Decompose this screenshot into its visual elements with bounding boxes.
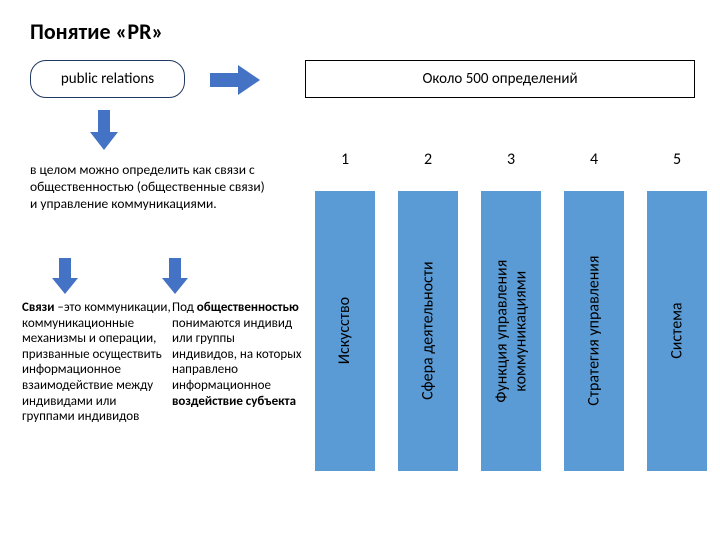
bold-text: воздействие субъекта (172, 394, 296, 409)
column-label: Сфера деятельности (418, 262, 437, 401)
arrow-down-icon (90, 110, 118, 155)
column-bar: Система (647, 191, 707, 471)
column-number: 5 (647, 150, 707, 169)
column-bar: Сфера деятельности (398, 191, 458, 471)
text: –это коммуникации, коммуникационные меха… (22, 300, 171, 424)
column-bar: Стратегия управления (564, 191, 624, 471)
public-paragraph: Под общественностью понимаются индивид и… (172, 300, 302, 409)
connections-paragraph: Связи –это коммуникации, коммуникационны… (22, 300, 172, 425)
slide-title: Понятие «PR» (30, 18, 163, 45)
arrow-down-icon (162, 258, 188, 299)
arrow-down-icon (52, 258, 78, 299)
column-2: 2 Сфера деятельности (398, 150, 458, 471)
column-1: 1 Искусство (315, 150, 375, 471)
column-3: 3 Функция управления коммуникациями (481, 150, 541, 471)
column-number: 2 (398, 150, 458, 169)
column-label-line1: Функция управления (492, 260, 511, 403)
column-number: 4 (564, 150, 624, 169)
bold-text: Связи (22, 300, 54, 315)
column-label: Функция управления коммуникациями (492, 260, 530, 403)
definition-summary: в целом можно определить как связи с общ… (30, 162, 265, 213)
column-5: 5 Система (647, 150, 707, 471)
definitions-count-box: Около 500 определений (305, 60, 695, 98)
text: понимаются индивид или группы индивидов,… (172, 316, 302, 393)
public-relations-box: public relations (30, 60, 185, 98)
column-number: 1 (315, 150, 375, 169)
column-label: Стратегия управления (584, 256, 603, 406)
column-label: Система (667, 303, 686, 359)
text: Под (172, 300, 197, 315)
column-bar: Функция управления коммуникациями (481, 191, 541, 471)
column-4: 4 Стратегия управления (564, 150, 624, 471)
column-label: Искусство (335, 297, 354, 364)
definitions-count-label: Около 500 определений (422, 70, 577, 88)
column-bar: Искусство (315, 191, 375, 471)
column-label-line2: коммуникациями (511, 271, 530, 392)
column-number: 3 (481, 150, 541, 169)
public-relations-label: public relations (61, 70, 154, 88)
bold-text: общественностью (197, 300, 299, 315)
